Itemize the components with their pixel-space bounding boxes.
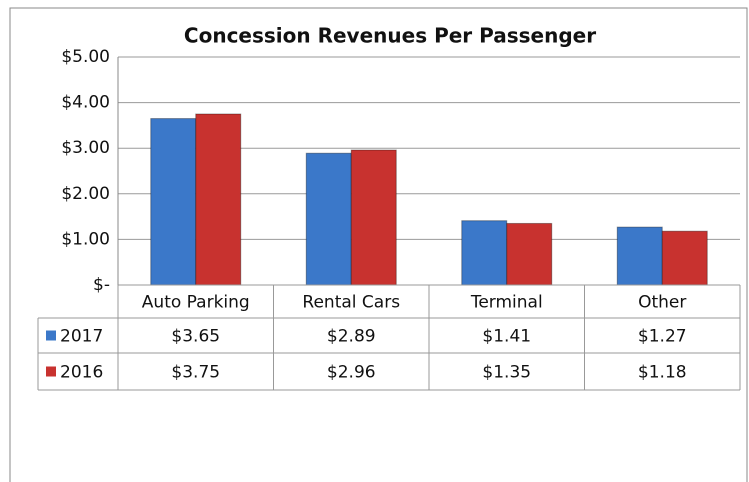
bar bbox=[350, 149, 397, 286]
legend-swatch bbox=[46, 366, 56, 377]
table-value: $2.89 bbox=[327, 327, 376, 347]
table-value: $1.27 bbox=[638, 327, 687, 347]
bar bbox=[506, 222, 553, 286]
category-label: Auto Parking bbox=[142, 293, 250, 313]
y-tick-label: $2.00 bbox=[61, 184, 110, 204]
y-tick-label: $3.00 bbox=[61, 138, 110, 158]
legend-swatch bbox=[46, 330, 56, 341]
category-label: Terminal bbox=[470, 293, 543, 313]
legend-label: 2017 bbox=[60, 327, 103, 347]
legend-label: 2016 bbox=[60, 363, 103, 383]
bar bbox=[195, 113, 242, 286]
y-tick-label: $4.00 bbox=[61, 93, 110, 113]
table-value: $3.65 bbox=[171, 327, 220, 347]
y-tick-label: $- bbox=[93, 275, 110, 295]
table-value: $3.75 bbox=[171, 363, 220, 383]
table-value: $1.18 bbox=[638, 363, 687, 383]
table-value: $1.41 bbox=[482, 327, 531, 347]
chart-title: Concession Revenues Per Passenger bbox=[184, 24, 596, 48]
bar bbox=[305, 152, 352, 286]
bar bbox=[150, 118, 197, 286]
table-value: $1.35 bbox=[482, 363, 531, 383]
bar bbox=[461, 220, 508, 286]
category-label: Rental Cars bbox=[302, 293, 400, 313]
bar bbox=[661, 230, 708, 286]
category-label: Other bbox=[638, 293, 686, 313]
table-value: $2.96 bbox=[327, 363, 376, 383]
y-tick-label: $1.00 bbox=[61, 229, 110, 249]
bar bbox=[616, 226, 663, 286]
y-tick-label: $5.00 bbox=[61, 47, 110, 67]
